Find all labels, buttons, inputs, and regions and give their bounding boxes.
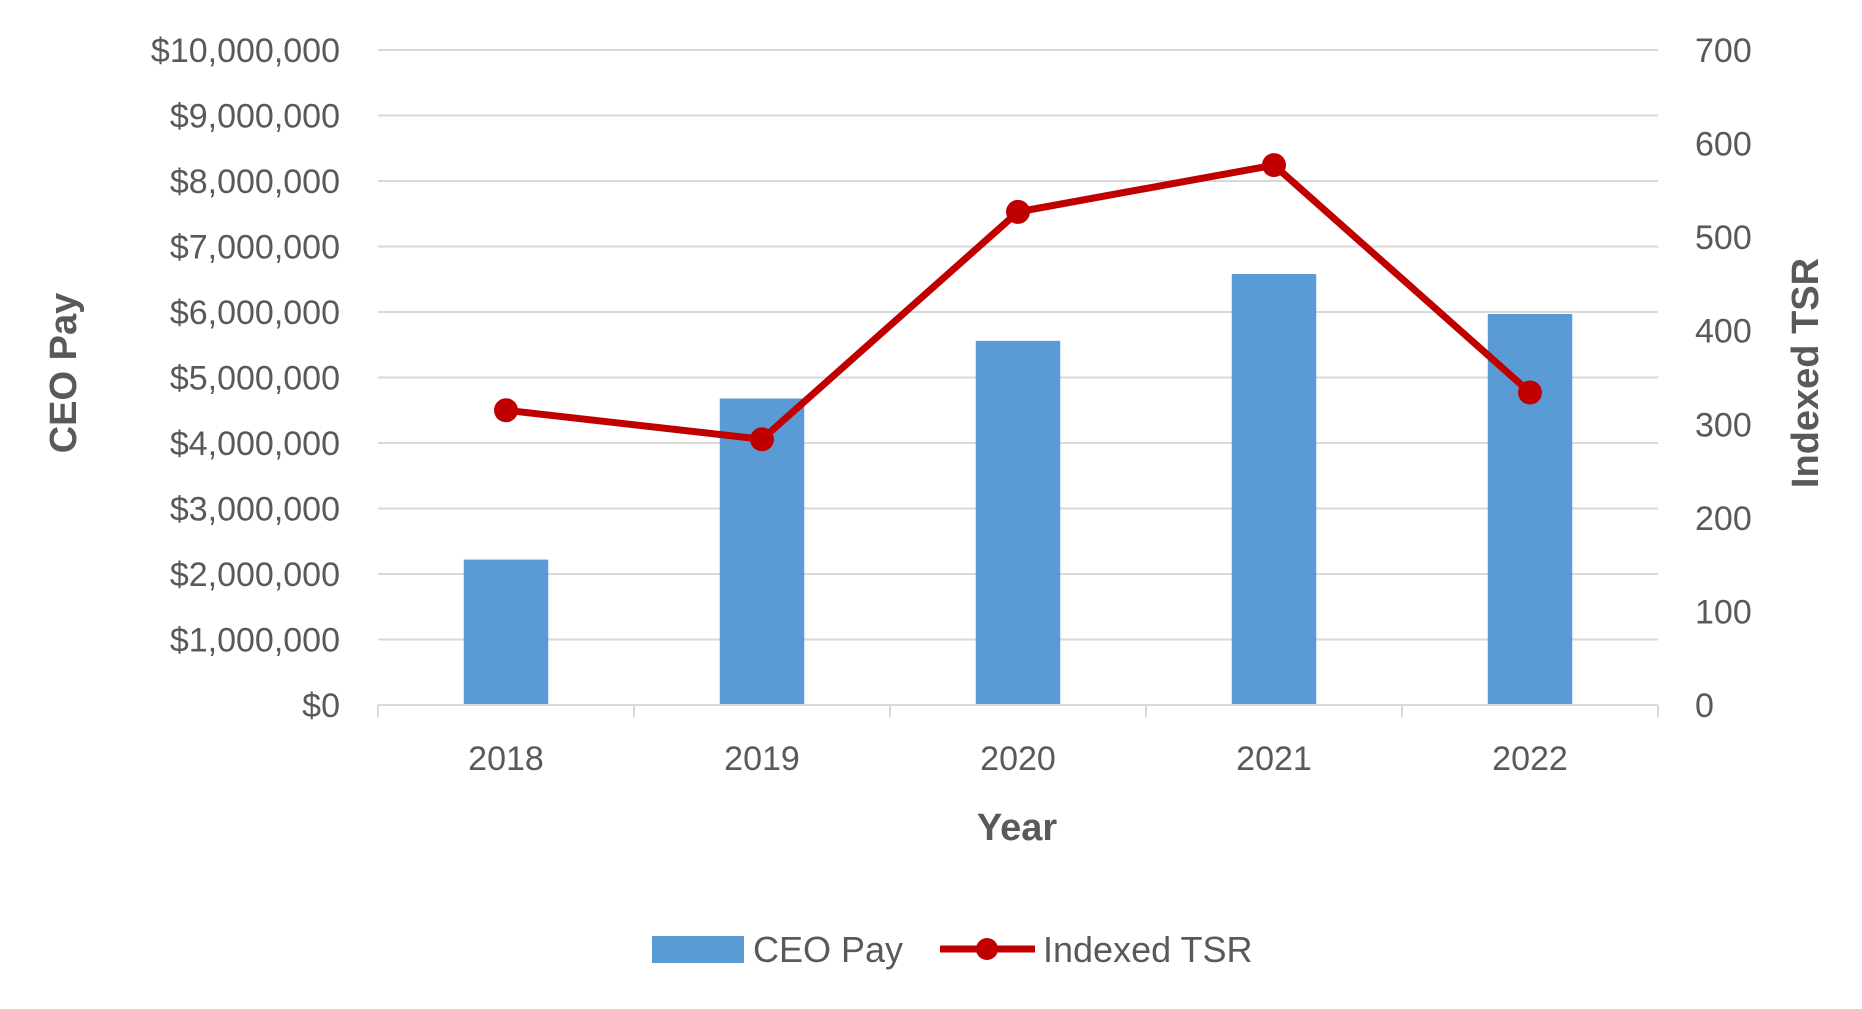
y-tick-label: $1,000,000 (170, 622, 340, 660)
y-tick-label: $2,000,000 (170, 556, 340, 594)
y-tick-label: $4,000,000 (170, 425, 340, 463)
y-tick-label: $8,000,000 (170, 163, 340, 201)
y-tick-label: $6,000,000 (170, 294, 340, 332)
y2-tick-label: 500 (1695, 219, 1752, 257)
legend: CEO Pay Indexed TSR (652, 929, 1252, 970)
y-axis-title: CEO Pay (43, 293, 85, 454)
y-tick-label: $7,000,000 (170, 229, 340, 267)
x-tick-label: 2022 (1492, 740, 1568, 778)
y-tick-label: $9,000,000 (170, 98, 340, 136)
y2-tick-label: 700 (1695, 32, 1752, 70)
x-tick-label: 2020 (980, 740, 1056, 778)
y2-tick-label: 0 (1695, 687, 1714, 725)
bar (1231, 274, 1317, 705)
y-tick-label: $10,000,000 (151, 32, 340, 70)
tsr-point (1518, 380, 1542, 405)
bar (1487, 313, 1573, 705)
bar-series-ceo-pay (463, 274, 1573, 705)
y2-axis-title: Indexed TSR (1785, 258, 1827, 488)
tsr-point (750, 427, 774, 452)
legend-marker-indexed-tsr (976, 938, 998, 960)
bar (463, 559, 549, 705)
x-tick-label: 2019 (724, 740, 800, 778)
tsr-point (1262, 153, 1286, 178)
y2-tick-label: 200 (1695, 500, 1752, 538)
y-tick-label: $0 (302, 687, 340, 725)
axis-labels: Year CEO Pay Indexed TSR (43, 258, 1827, 849)
y-tick-label: $3,000,000 (170, 491, 340, 529)
x-tick-label: 2021 (1236, 740, 1312, 778)
y2-tick-label: 300 (1695, 406, 1752, 444)
line-series-indexed-tsr (494, 153, 1542, 452)
legend-label-indexed-tsr: Indexed TSR (1043, 929, 1252, 970)
y2-tick-label: 100 (1695, 593, 1752, 631)
legend-swatch-ceo-pay (652, 936, 744, 963)
tsr-point (1006, 199, 1030, 224)
y2-tick-label: 400 (1695, 313, 1752, 351)
bar (975, 340, 1061, 705)
x-axis-title: Year (977, 807, 1058, 849)
axes: $0 $1,000,000 $2,000,000 $3,000,000 $4,000,0… (151, 32, 1752, 778)
tsr-point (494, 398, 518, 423)
legend-label-ceo-pay: CEO Pay (753, 929, 903, 970)
y2-tick-label: 600 (1695, 126, 1752, 164)
x-tick-label: 2018 (468, 740, 544, 778)
y-tick-label: $5,000,000 (170, 360, 340, 398)
